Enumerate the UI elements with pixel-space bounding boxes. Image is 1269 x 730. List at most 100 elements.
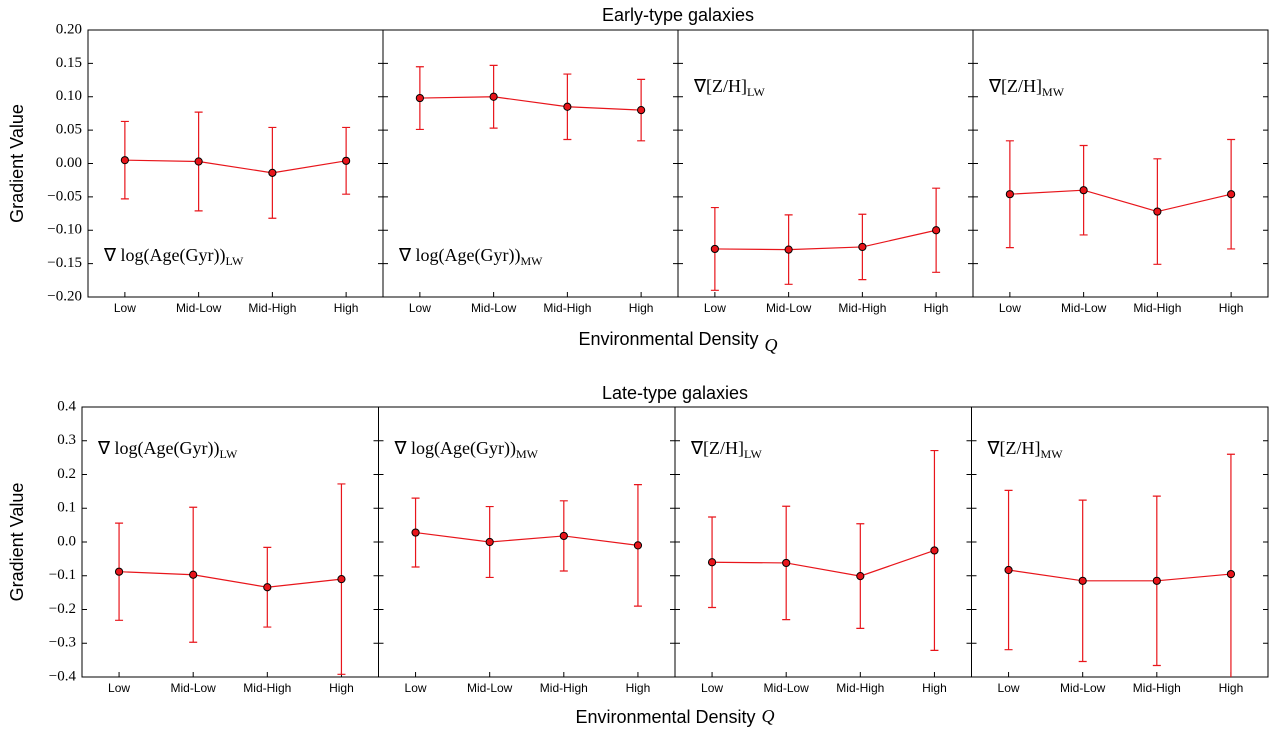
y-tick-label: 0.1 xyxy=(57,500,76,516)
data-point xyxy=(120,156,129,165)
x-tick-label: Mid-High xyxy=(543,301,591,315)
data-point xyxy=(1004,565,1013,575)
panel-label-text: ∇[Z/H] xyxy=(693,76,747,96)
x-tick-label: High xyxy=(629,301,654,315)
x-tick-label: Mid-Low xyxy=(171,681,217,695)
data-point xyxy=(563,102,572,111)
series-line xyxy=(1009,189,1232,213)
data-point xyxy=(559,531,568,541)
x-tick-label: Mid-Low xyxy=(1061,301,1107,315)
x-tick-label: Mid-High xyxy=(248,301,296,315)
panel-frame xyxy=(972,29,1269,298)
data-point xyxy=(489,92,498,101)
panel-label-text: ∇ log(Age(Gyr)) xyxy=(394,438,517,459)
y-tick-label: 0.15 xyxy=(56,55,82,71)
panel-data xyxy=(411,484,643,607)
x-tick-label: High xyxy=(334,301,359,315)
series-line xyxy=(712,549,935,577)
x-tick-label: Mid-High xyxy=(540,681,588,695)
data-point xyxy=(1227,190,1236,199)
x-axis-label-text: Environmental Density xyxy=(578,329,758,349)
data-point xyxy=(1226,569,1236,579)
chart-title: Late-type galaxies xyxy=(602,383,748,403)
data-point xyxy=(1005,190,1014,199)
panel-label-sub: MW xyxy=(1042,85,1065,99)
chart-title: Early-type galaxies xyxy=(602,5,754,25)
y-tick-label: −0.2 xyxy=(49,601,76,617)
x-tick-label: High xyxy=(922,681,947,695)
data-point xyxy=(263,583,272,592)
data-point xyxy=(932,226,941,235)
x-axis-label-symbol: Q xyxy=(762,706,775,726)
data-point xyxy=(194,157,203,166)
panel-label-sub: MW xyxy=(521,254,544,268)
data-point xyxy=(189,570,198,579)
panel-label-text: ∇ log(Age(Gyr)) xyxy=(97,438,220,459)
panel-data xyxy=(710,187,941,291)
panel-label: ∇ log(Age(Gyr))LW xyxy=(97,438,238,461)
x-tick-label: Mid-High xyxy=(1133,301,1181,315)
x-tick-label: Mid-Low xyxy=(766,301,812,315)
panel-data xyxy=(114,483,346,675)
panel-label: ∇ log(Age(Gyr))LW xyxy=(103,245,244,268)
panel-label-sub: LW xyxy=(747,85,765,99)
series-line xyxy=(714,229,937,251)
y-tick-label: −0.3 xyxy=(49,635,76,651)
data-point xyxy=(1079,186,1088,195)
panel-label-sub: MW xyxy=(1041,447,1064,461)
x-tick-label: Mid-Low xyxy=(764,681,810,695)
y-axis-label: Gradient Value xyxy=(7,104,27,223)
x-tick-label: Low xyxy=(701,681,723,695)
x-axis-label-symbol: Q xyxy=(765,335,778,355)
data-point xyxy=(1152,576,1161,585)
x-tick-label: High xyxy=(1219,301,1244,315)
data-point xyxy=(485,537,494,547)
series-line xyxy=(1008,569,1231,582)
panel-data xyxy=(1005,138,1236,265)
y-tick-label: −0.15 xyxy=(47,255,82,271)
y-tick-label: 0.0 xyxy=(57,533,76,549)
x-tick-label: Mid-High xyxy=(1133,681,1181,695)
panel-label: ∇[Z/H]LW xyxy=(690,438,762,461)
x-tick-label: Mid-High xyxy=(838,301,886,315)
y-tick-label: −0.05 xyxy=(47,188,82,204)
x-tick-label: Low xyxy=(998,681,1020,695)
panel-label: ∇[Z/H]MW xyxy=(988,76,1065,99)
series-line xyxy=(419,96,642,111)
x-tick-label: Low xyxy=(405,681,427,695)
data-point xyxy=(1078,576,1087,585)
data-point xyxy=(637,106,646,115)
x-axis-label-text: Environmental Density xyxy=(575,707,755,727)
panel-label-text: ∇[Z/H] xyxy=(988,76,1042,96)
panel-label-sub: LW xyxy=(744,447,762,461)
data-point xyxy=(707,558,717,567)
panel-data xyxy=(1004,453,1236,677)
panel-label-sub: LW xyxy=(226,254,244,268)
panel-label-text: ∇[Z/H] xyxy=(690,438,744,458)
y-tick-label: 0.05 xyxy=(56,122,82,138)
series-line xyxy=(119,571,342,588)
panel-label: ∇ log(Age(Gyr))MW xyxy=(398,245,543,268)
y-tick-label: 0.00 xyxy=(56,155,82,171)
y-tick-label: −0.10 xyxy=(47,222,82,238)
x-tick-label: High xyxy=(924,301,949,315)
x-tick-label: High xyxy=(1219,681,1244,695)
panel-frame xyxy=(677,29,974,298)
x-tick-label: Mid-High xyxy=(836,681,884,695)
data-point xyxy=(411,528,420,537)
x-tick-label: High xyxy=(329,681,354,695)
data-point xyxy=(633,541,643,550)
data-point xyxy=(415,93,424,103)
data-point xyxy=(856,571,865,581)
panel-label-sub: MW xyxy=(516,447,539,461)
series-line xyxy=(415,531,639,546)
x-tick-label: Mid-Low xyxy=(471,301,517,315)
x-axis-label: Environmental Density Q xyxy=(575,706,774,727)
data-point xyxy=(1153,207,1162,216)
x-tick-label: Low xyxy=(704,301,726,315)
y-axis-label: Gradient Value xyxy=(7,483,27,602)
panel-label: ∇[Z/H]MW xyxy=(987,438,1064,461)
panel-data xyxy=(707,449,939,651)
panel-label-text: ∇ log(Age(Gyr)) xyxy=(103,245,226,266)
y-tick-label: 0.3 xyxy=(57,432,76,448)
